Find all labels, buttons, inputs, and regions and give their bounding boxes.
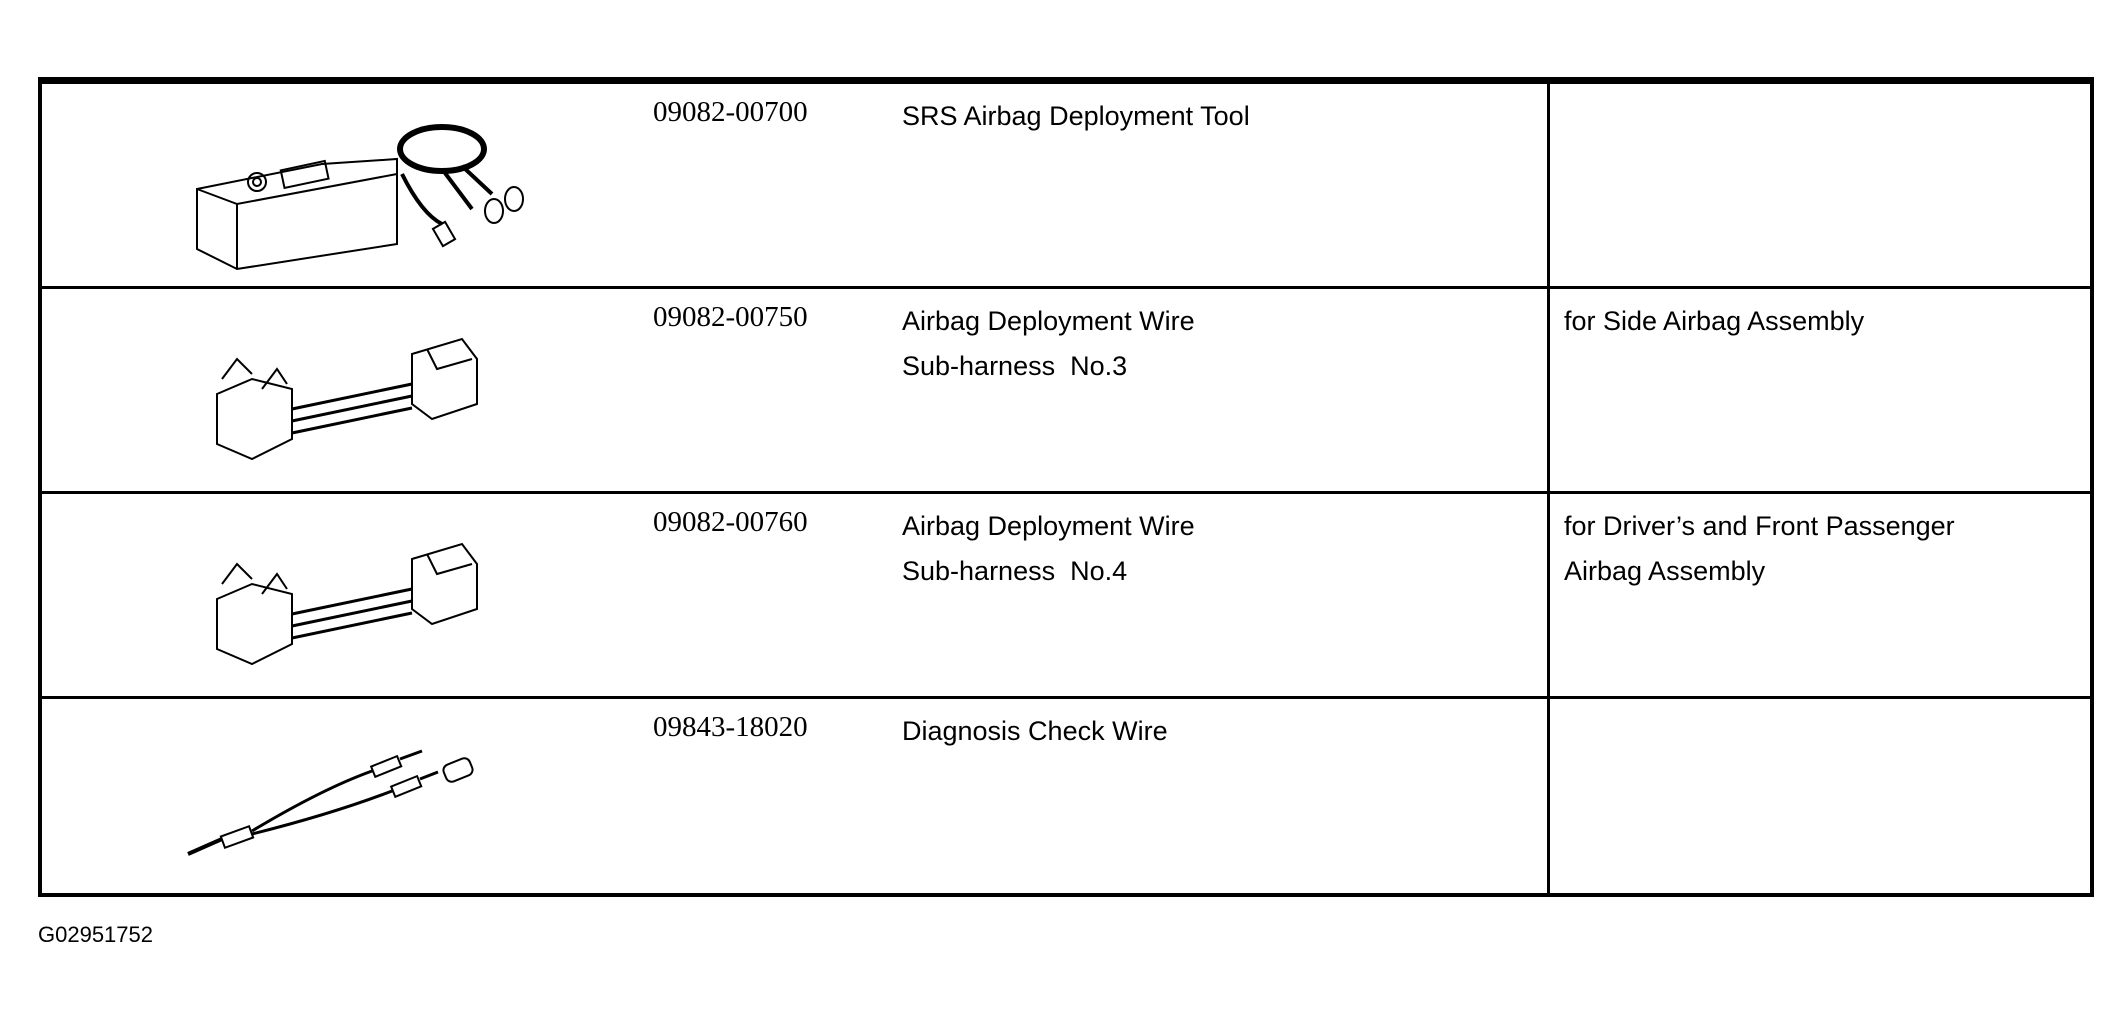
part-number: 09082-00760 (653, 506, 808, 538)
tool-description: Airbag Deployment Wire Sub-harness No.3 (902, 299, 1195, 389)
table-row: 09082-00700 SRS Airbag Deployment Tool (42, 81, 2090, 286)
description-line: SRS Airbag Deployment Tool (902, 101, 1250, 131)
deployment-tool-illustration (196, 124, 524, 271)
special-tools-table: 09082-00700 SRS Airbag Deployment Tool 0… (38, 77, 2094, 897)
column-divider (1547, 81, 1550, 893)
tool-note: for Side Airbag Assembly (1564, 299, 1864, 344)
description-line: Diagnosis Check Wire (902, 716, 1168, 746)
description-line: Sub-harness No.3 (902, 351, 1128, 381)
tool-note: for Driver’s and Front Passenger Airbag … (1564, 504, 1955, 594)
part-number: 09082-00700 (653, 96, 808, 128)
part-number: 09082-00750 (653, 301, 808, 333)
note-line: Airbag Assembly (1564, 556, 1766, 586)
sub-harness-illustration (216, 337, 478, 461)
description-line: Airbag Deployment Wire (902, 306, 1195, 336)
sub-harness-illustration (216, 542, 478, 666)
table-row: 09843-18020 Diagnosis Check Wire (42, 696, 2090, 895)
tool-description: Diagnosis Check Wire (902, 709, 1168, 754)
note-line: for Driver’s and Front Passenger (1564, 511, 1955, 541)
tool-description: SRS Airbag Deployment Tool (902, 94, 1250, 139)
description-line: Sub-harness No.4 (902, 556, 1128, 586)
check-wire-illustration (187, 749, 474, 856)
part-number: 09843-18020 (653, 711, 808, 743)
note-line: for Side Airbag Assembly (1564, 306, 1865, 336)
description-line: Airbag Deployment Wire (902, 511, 1195, 541)
figure-code: G02951752 (38, 922, 153, 947)
tool-description: Airbag Deployment Wire Sub-harness No.4 (902, 504, 1195, 594)
table-row: 09082-00750 Airbag Deployment Wire Sub-h… (42, 286, 2090, 491)
table-row: 09082-00760 Airbag Deployment Wire Sub-h… (42, 491, 2090, 696)
